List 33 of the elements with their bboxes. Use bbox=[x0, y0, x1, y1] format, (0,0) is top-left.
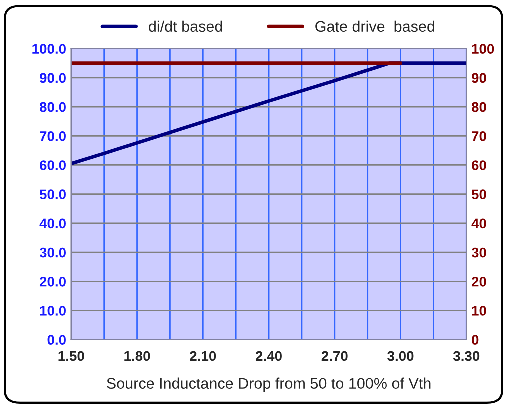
y-tick-label: 70.0 bbox=[40, 131, 66, 142]
x-tick-label: 3.30 bbox=[453, 351, 480, 362]
line-series bbox=[71, 62, 467, 166]
y2-tick-label: 80 bbox=[472, 102, 486, 112]
x-axis-title: Source Inductance Drop from 50 to 100% of Vth bbox=[107, 378, 431, 392]
y-tick-label: 10.0 bbox=[40, 306, 66, 316]
y2-tick-label: 30 bbox=[472, 248, 486, 258]
y-tick-label: 40.0 bbox=[40, 218, 66, 229]
y2-tick-label: 100 bbox=[472, 44, 494, 54]
y-tick-label: 80.0 bbox=[40, 102, 66, 112]
y-tick-label: 60.0 bbox=[40, 160, 66, 170]
y-tick-label: 90.0 bbox=[40, 73, 66, 84]
legend-label: Gate drive based bbox=[316, 20, 434, 32]
legend-label: di/dt based bbox=[149, 20, 222, 32]
y2-tick-label: 60 bbox=[472, 160, 486, 170]
y2-tick-label: 90 bbox=[472, 73, 486, 84]
y2-tick-label: 10 bbox=[472, 306, 486, 316]
y-tick-label: 20.0 bbox=[40, 276, 66, 287]
y-tick-label: 50.0 bbox=[40, 190, 66, 200]
x-tick-label: 1.50 bbox=[58, 351, 84, 362]
x-tick-label: 3.00 bbox=[388, 351, 414, 362]
y2-tick-label: 50 bbox=[472, 190, 486, 200]
y-tick-label: 30.0 bbox=[40, 248, 66, 258]
x-tick-label: 2.40 bbox=[256, 351, 282, 362]
y-tick-label: 0.0 bbox=[48, 335, 66, 346]
y2-tick-label: 40 bbox=[472, 218, 486, 229]
x-tick-label: 2.10 bbox=[190, 351, 216, 362]
y2-tick-label: 70 bbox=[472, 131, 486, 142]
y2-tick-label: 0 bbox=[472, 335, 479, 346]
y2-tick-label: 20 bbox=[472, 276, 486, 287]
x-tick-label: 2.70 bbox=[322, 351, 348, 362]
y-tick-label: 100.0 bbox=[32, 44, 66, 54]
x-tick-label: 1.80 bbox=[124, 351, 150, 362]
